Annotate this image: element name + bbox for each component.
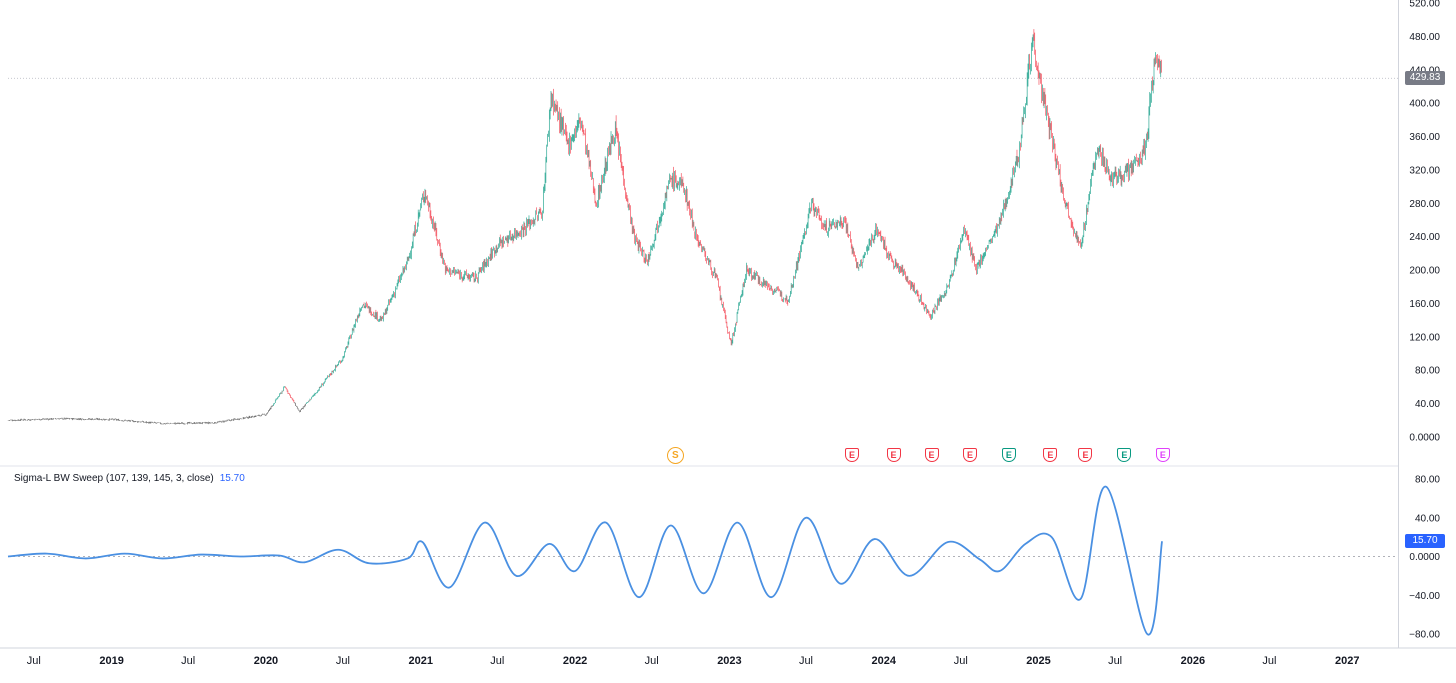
price-axis-tick: 480.00: [1409, 32, 1440, 43]
price-axis-tick: 320.00: [1409, 165, 1440, 176]
price-axis-tick: 400.00: [1409, 99, 1440, 110]
last-price-badge: 429.83: [1405, 71, 1445, 86]
time-axis-label: 2022: [563, 655, 587, 667]
time-axis-label: Jul: [645, 655, 659, 667]
earnings-event-marker[interactable]: E: [1117, 448, 1132, 462]
indicator-title: Sigma-L BW Sweep (107, 139, 145, 3, clos…: [14, 473, 214, 484]
time-axis-label: Jul: [181, 655, 195, 667]
earnings-event-marker[interactable]: E: [924, 448, 939, 462]
earnings-event-marker[interactable]: E: [1043, 448, 1058, 462]
earnings-event-marker[interactable]: E: [1001, 448, 1016, 462]
time-axis-label: 2025: [1026, 655, 1050, 667]
price-axis-tick: 0.0000: [1409, 433, 1440, 444]
time-axis-label: 2020: [254, 655, 278, 667]
indicator-legend[interactable]: Sigma-L BW Sweep (107, 139, 145, 3, clos…: [14, 473, 245, 484]
indicator-axis-tick: 80.00: [1415, 475, 1440, 486]
price-axis-tick: 360.00: [1409, 132, 1440, 143]
price-axis-tick: 280.00: [1409, 199, 1440, 210]
time-axis-label: Jul: [27, 655, 41, 667]
earnings-event-marker[interactable]: E: [845, 448, 860, 462]
time-axis-label: Jul: [490, 655, 504, 667]
time-axis-label: 2019: [99, 655, 123, 667]
price-axis-tick: 120.00: [1409, 332, 1440, 343]
price-axis-tick: 440.00: [1409, 65, 1440, 76]
indicator-line[interactable]: [7, 485, 1163, 636]
earnings-event-marker[interactable]: E: [1155, 448, 1170, 462]
indicator-axis-tick: 40.00: [1415, 513, 1440, 524]
price-axis-tick: 160.00: [1409, 299, 1440, 310]
earnings-event-marker[interactable]: E: [886, 448, 901, 462]
indicator-axis-tick: −80.00: [1409, 630, 1440, 641]
split-event-marker[interactable]: S: [666, 447, 684, 464]
indicator-axis-tick: −40.00: [1409, 591, 1440, 602]
time-axis-label: Jul: [1262, 655, 1276, 667]
time-axis-label: 2026: [1181, 655, 1205, 667]
time-axis-label: 2027: [1335, 655, 1359, 667]
grid-layer: [0, 0, 1456, 649]
earnings-event-marker[interactable]: E: [963, 448, 978, 462]
time-axis-label: Jul: [336, 655, 350, 667]
price-axis-tick: 80.00: [1415, 366, 1440, 377]
time-axis-label: 2023: [717, 655, 741, 667]
time-axis-label: 2024: [872, 655, 897, 667]
indicator-value-badge: 15.70: [1405, 534, 1445, 549]
axis-layer: 520.00 480.00 440.00 400.00 360.00 320.00 280.…: [27, 0, 1441, 667]
time-axis-label: Jul: [954, 655, 968, 667]
price-axis-tick: 200.00: [1409, 266, 1440, 277]
time-axis-label: Jul: [1108, 655, 1122, 667]
time-axis-label: Jul: [799, 655, 813, 667]
earnings-event-marker[interactable]: E: [1078, 448, 1093, 462]
indicator-axis-tick: 0.0000: [1409, 552, 1440, 563]
price-axis-tick: 240.00: [1409, 232, 1440, 243]
indicator-legend-value: 15.70: [219, 473, 245, 484]
indicator-series-line: [7, 485, 1163, 636]
time-axis-label: 2021: [408, 655, 432, 667]
price-axis-tick: 40.00: [1415, 399, 1440, 410]
price-candles[interactable]: [7, 29, 1162, 425]
price-axis-tick: 520.00: [1409, 0, 1440, 10]
